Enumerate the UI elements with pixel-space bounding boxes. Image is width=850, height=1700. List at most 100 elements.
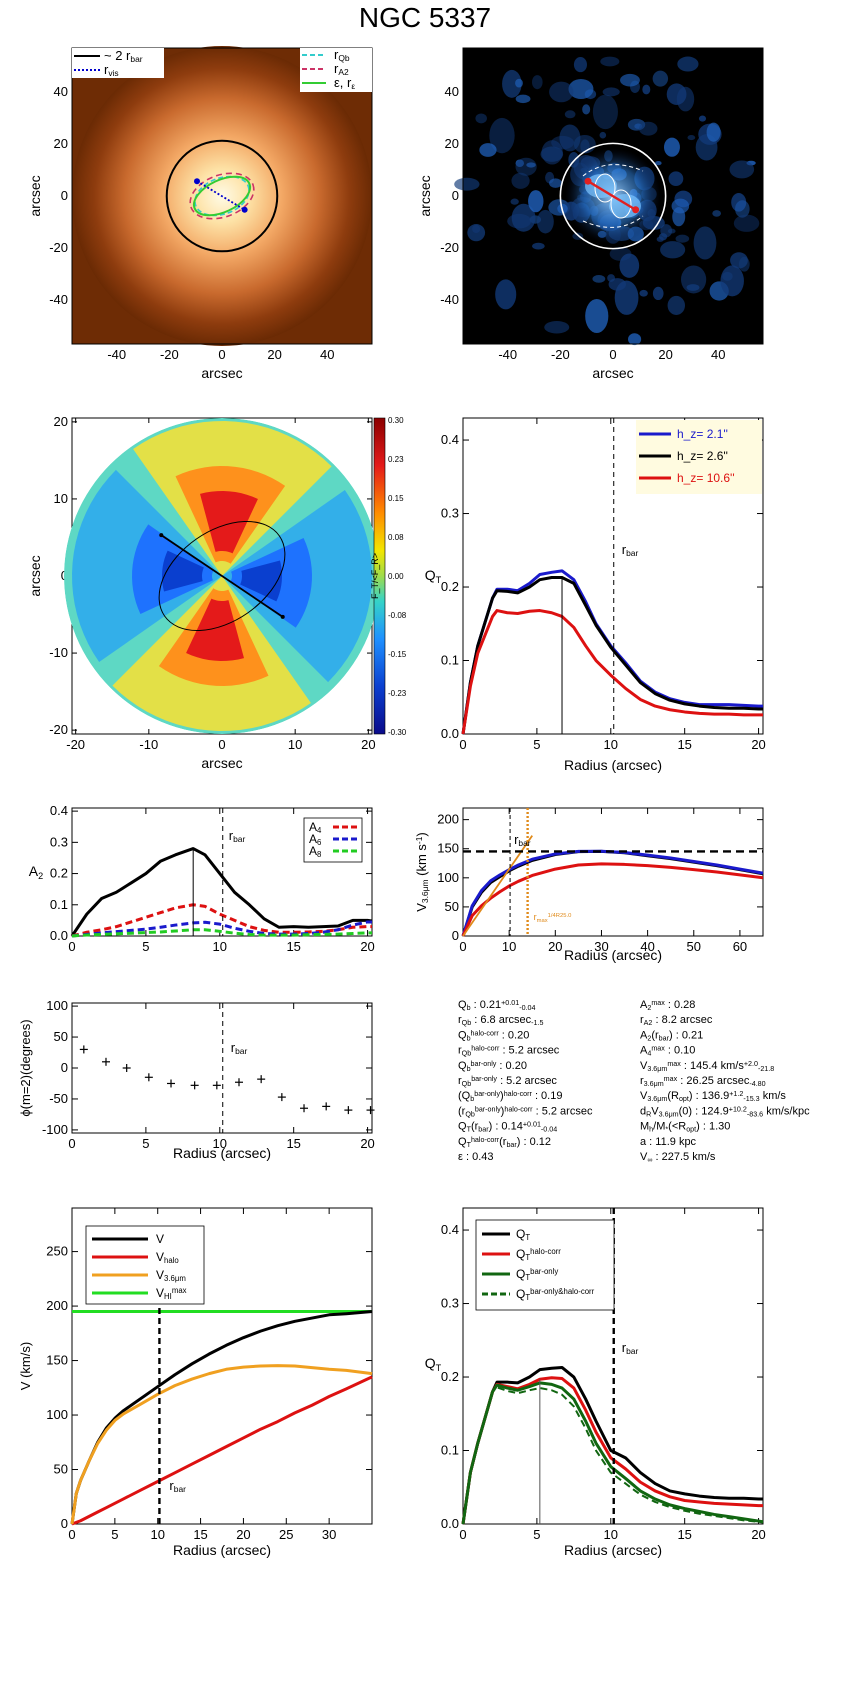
stat-left: QT(rbar) : 0.14+0.01-0.04 (458, 1120, 557, 1133)
noise-blob (660, 224, 673, 238)
stat-left: ε : 0.43 (458, 1151, 493, 1163)
label-part: (r (651, 1029, 659, 1041)
noise-blob (663, 137, 680, 157)
y-tick-label: 50 (54, 1029, 68, 1044)
colorbar-tick-label: -0.15 (388, 650, 407, 659)
two-rbar-circle (165, 139, 279, 253)
label-part: bar-only (471, 1075, 497, 1083)
y-tick-label: 100 (46, 998, 68, 1013)
label-part: V (414, 903, 429, 912)
orange-annotation: rmax1/4R25.0 (534, 912, 573, 924)
label-part: halo-corr (471, 1136, 500, 1144)
label-part: 4 (317, 826, 322, 835)
x-tick-label: 0 (68, 1527, 75, 1542)
label-part: Q (425, 567, 436, 583)
negative-wedge (162, 550, 204, 592)
stat-right: dRV3.6μm(0) : 124.9+10.2-83.6 km/s/kpc (640, 1105, 810, 1118)
noise-blob (515, 94, 531, 104)
noise-blob (698, 115, 707, 122)
x-axis-label: Radius (arcsec) (564, 947, 662, 963)
label-part: A (640, 999, 648, 1011)
y-tick-label: 100 (46, 1407, 68, 1422)
y-tick-label: 0.0 (441, 1516, 459, 1531)
y-tick-label: 250 (46, 1244, 68, 1259)
y-axis-label: A2 (29, 863, 43, 881)
bar-end-marker (632, 206, 640, 214)
noise-blob (652, 286, 664, 301)
label-part: : 227.5 km/s (652, 1151, 715, 1163)
y-tick-label: 10 (54, 491, 68, 506)
label-part: R (646, 1110, 651, 1118)
label-part: : 5.2 arcsec (533, 1105, 593, 1117)
residual-panel-axes: -40 -20 0 20 40 -40 -20 0 20 40 arcsec arcsec (417, 47, 764, 381)
force-map-axes: -20-1001020-20-10010200.300.230.150.080.… (27, 414, 407, 771)
x-tick-label: 20 (360, 1136, 374, 1151)
label-part: r (514, 832, 519, 847)
legend-label: QTbar-only&halo-corr (516, 1287, 595, 1302)
series-line-3 (462, 1386, 764, 1525)
noise-blob (609, 246, 632, 261)
label-part: 3.6μm (647, 1095, 667, 1103)
noise-blob (573, 57, 588, 73)
label-part: bar-only (471, 1060, 497, 1068)
label-part: arcsec (714, 1075, 750, 1087)
x-axis-label: Radius (arcsec) (173, 1145, 271, 1161)
noise-blob (585, 298, 609, 333)
stat-right: rA2 : 8.2 arcsec (640, 1014, 713, 1027)
label-part: V (156, 1232, 164, 1246)
label-part: Q (516, 1247, 525, 1261)
qt-profile-axes: 0 5 10 15 20 0.0 0.1 0.2 0.3 0.4 rbar h_z= 2.1'' h_z… (425, 417, 766, 773)
x-tick-label: 25 (279, 1527, 293, 1542)
label-part: r (458, 1014, 462, 1026)
label-part: r (229, 828, 234, 843)
white-circle (559, 142, 667, 250)
label-part: ) : 0.21 (669, 1029, 703, 1041)
y-tick-label: 0.2 (441, 579, 459, 594)
bar-line (587, 180, 637, 211)
y-tick-label: 0 (452, 188, 459, 203)
label-part: vis (108, 68, 118, 78)
label-part: halo-corr (471, 1029, 500, 1037)
series-line-0 (461, 569, 763, 735)
label-part: km/s (760, 1090, 787, 1102)
x-tick-label: 10 (604, 1527, 618, 1542)
noise-blob (639, 289, 648, 297)
noise-blob (693, 226, 717, 260)
label-part: r (622, 542, 627, 557)
label-part: : 0.28 (665, 999, 696, 1011)
label-part: Q (516, 1227, 525, 1241)
label-part: r (534, 912, 537, 922)
legend-label: QT (516, 1227, 530, 1242)
label-part: max (651, 1044, 665, 1052)
label-part: bar (626, 548, 638, 558)
label-part: Q (425, 1355, 436, 1371)
label-part: max (667, 1060, 681, 1068)
x-tick-label: 0 (459, 939, 466, 954)
stat-right: a : 11.9 kpc (640, 1136, 697, 1148)
x-tick-label: 5 (142, 1136, 149, 1151)
x-axis-label: arcsec (201, 365, 242, 381)
y-tick-label: 0.2 (441, 1369, 459, 1384)
x-tick-label: 15 (677, 1527, 691, 1542)
stat-right: A2(rbar) : 0.21 (640, 1029, 703, 1042)
bar-end-marker (584, 177, 592, 185)
colorbar (373, 417, 386, 735)
x-tick-label: 0 (218, 347, 225, 362)
y-tick-label: 200 (46, 1298, 68, 1313)
noise-blob (549, 178, 562, 188)
stat-left: (Qbbar-only)halo-corr : 0.19 (458, 1090, 562, 1103)
label-part: /M (653, 1121, 665, 1133)
label-part: d (640, 1105, 646, 1117)
label-part: V (156, 1286, 164, 1300)
x-axis-label: arcsec (201, 755, 242, 771)
x-tick-label: -20 (160, 347, 179, 362)
series-line-1 (71, 903, 372, 938)
label-part: 3.6μm (420, 879, 430, 903)
noise-blob (600, 56, 620, 67)
label-part: (0) : 124.9 (679, 1105, 729, 1117)
noise-blob (540, 146, 564, 162)
label-part: 2 (647, 1004, 651, 1012)
legend-label: QTbar-only (516, 1267, 558, 1282)
stat-left: rQb : 6.8 arcsec-1.5 (458, 1014, 543, 1027)
